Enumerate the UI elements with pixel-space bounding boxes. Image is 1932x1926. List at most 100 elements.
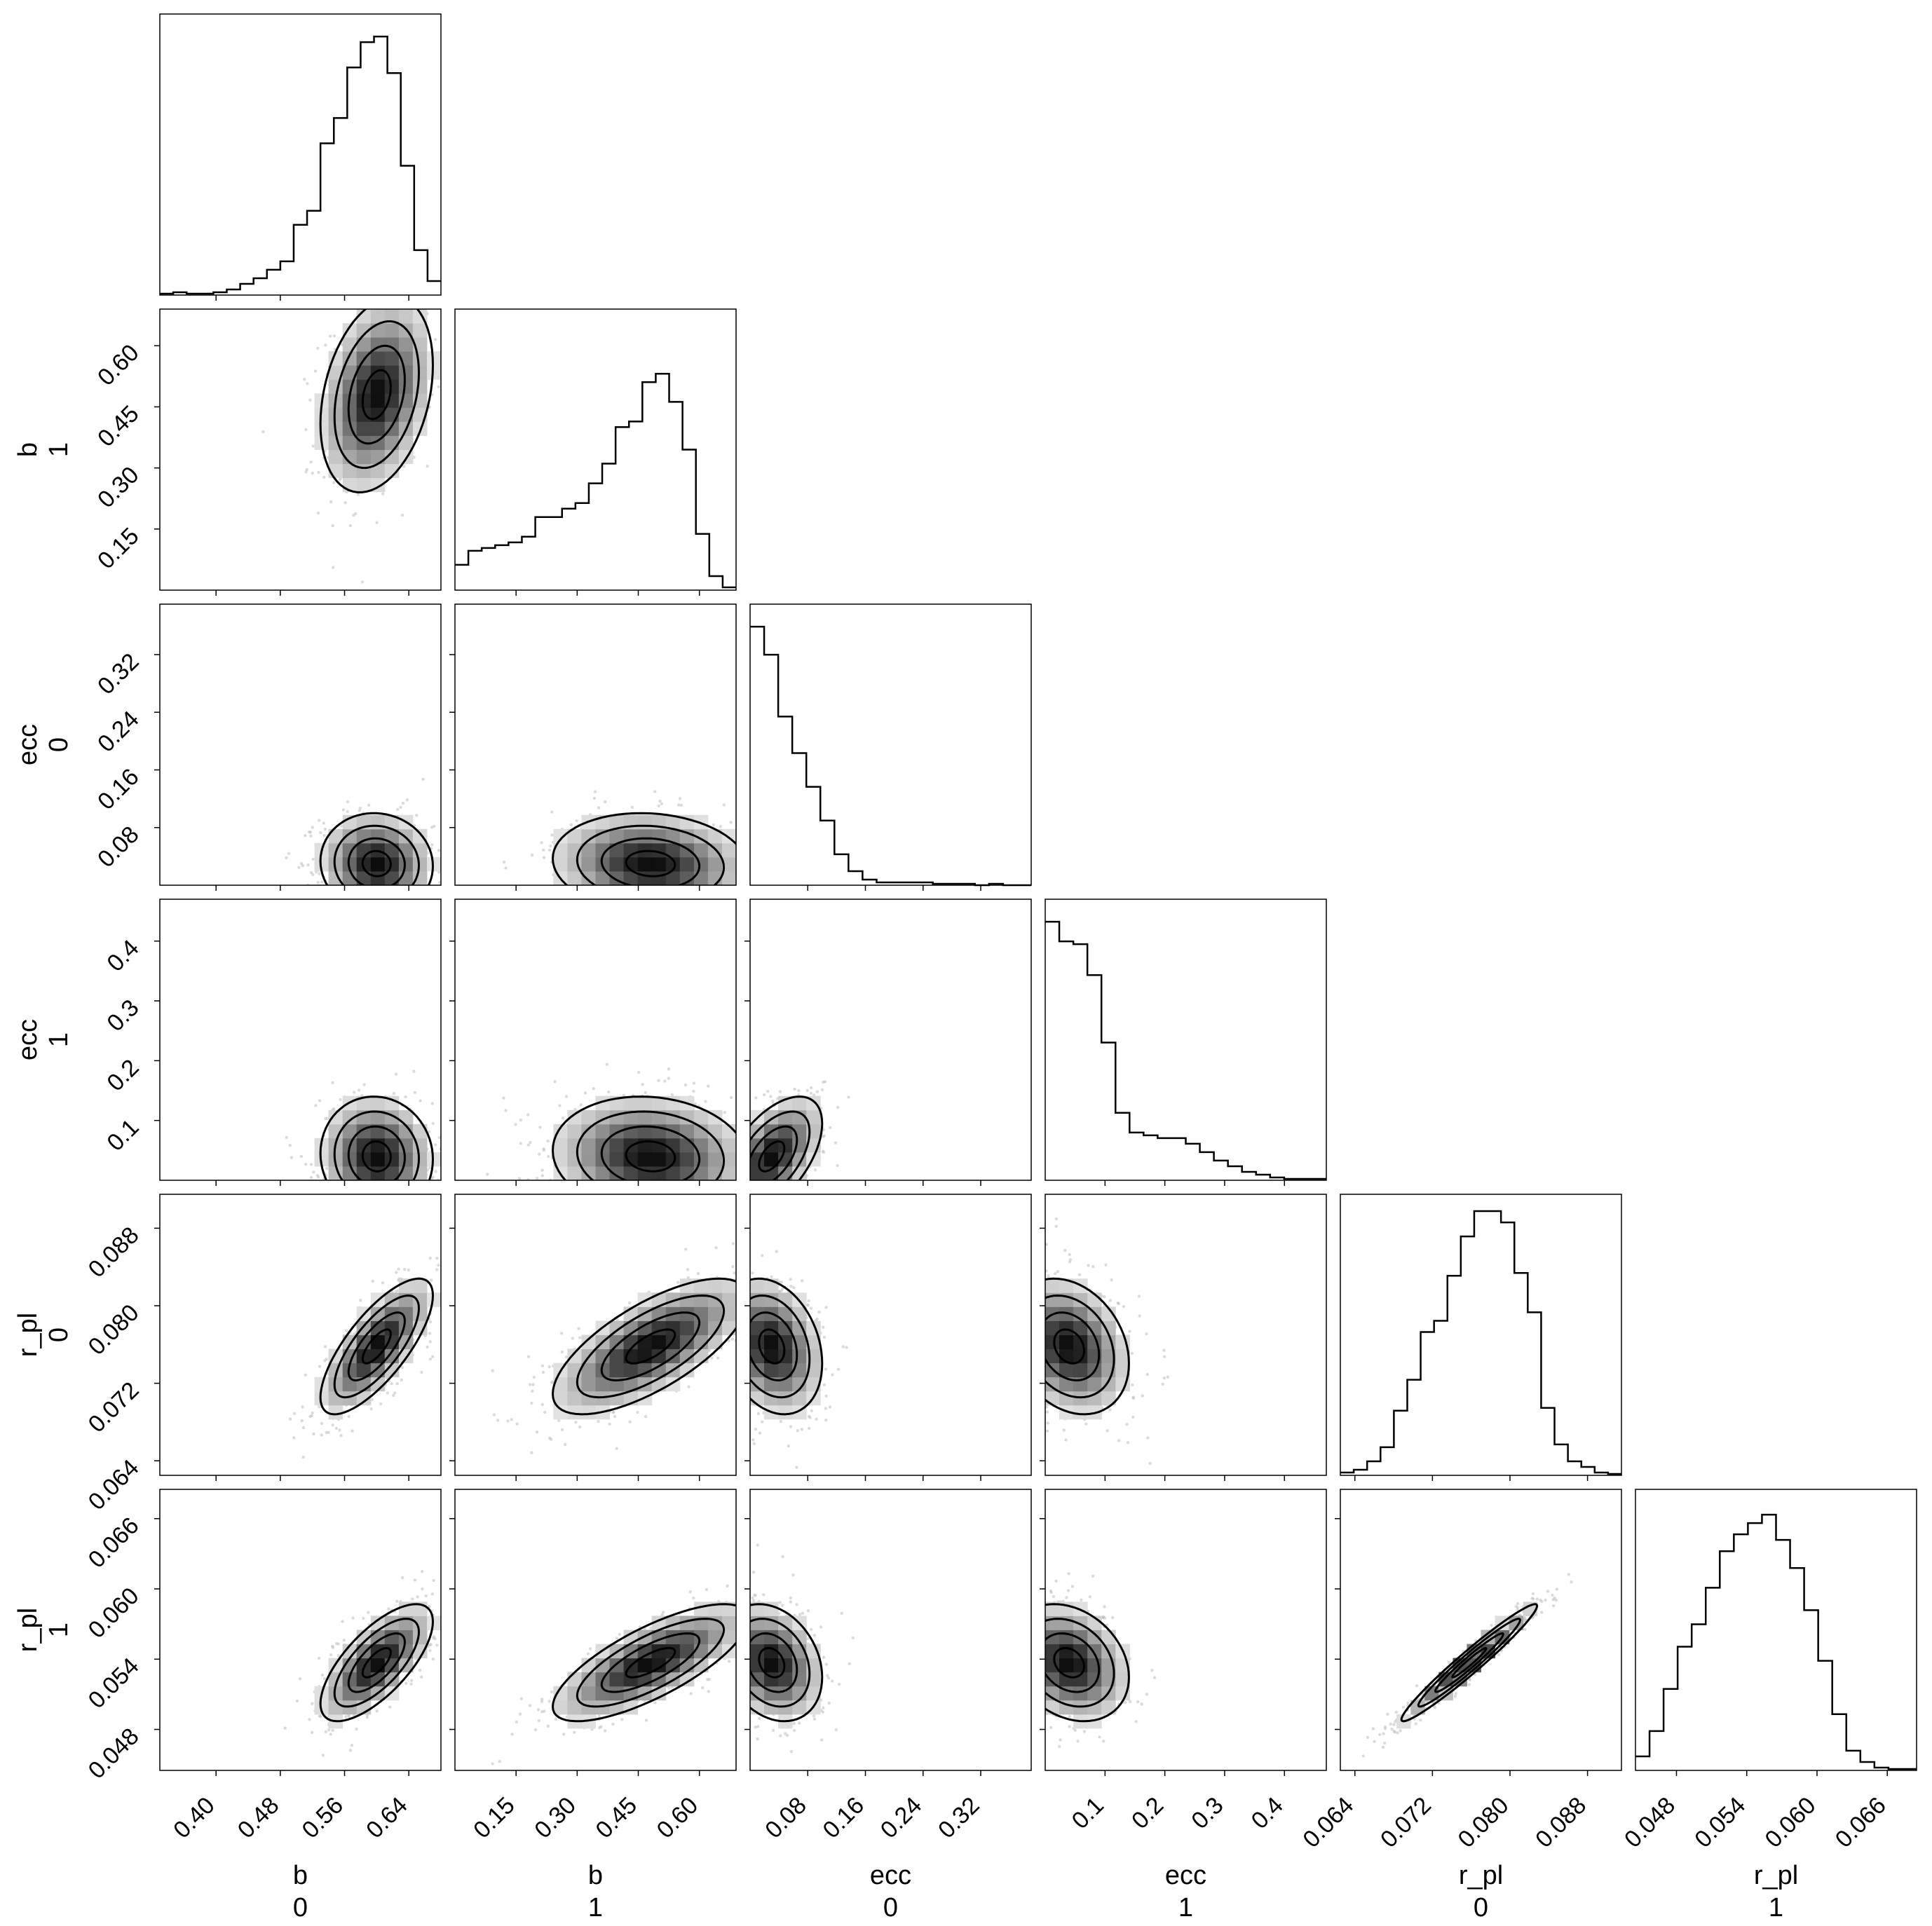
density-bin xyxy=(356,1362,372,1378)
sample-point xyxy=(311,826,314,829)
sample-point xyxy=(285,1135,288,1140)
sample-point xyxy=(549,844,552,848)
density-bin xyxy=(567,871,582,885)
contour-line xyxy=(576,824,726,885)
sample-point xyxy=(540,841,543,845)
sample-point xyxy=(261,430,265,434)
sample-point xyxy=(299,1154,303,1159)
density-bin xyxy=(370,449,386,465)
density-bin xyxy=(384,828,400,844)
density-bin xyxy=(679,856,695,872)
sample-point xyxy=(604,800,607,804)
density-bin xyxy=(637,1095,653,1111)
sample-point xyxy=(771,1099,775,1103)
density-bin xyxy=(553,842,568,858)
density-bin xyxy=(356,1095,372,1111)
density-bin xyxy=(609,856,625,872)
sample-point xyxy=(657,804,660,808)
density-bin xyxy=(609,1138,625,1153)
density-bin xyxy=(665,1166,681,1180)
density-bin xyxy=(370,1138,386,1153)
sample-point xyxy=(358,809,362,812)
sample-point xyxy=(667,1077,670,1080)
density-bin xyxy=(637,1138,653,1153)
density-bin xyxy=(567,828,582,844)
sample-point xyxy=(569,823,573,826)
density-bin xyxy=(693,1166,709,1180)
sample-point xyxy=(597,806,601,810)
density-bin xyxy=(398,1124,414,1139)
sample-point xyxy=(605,1063,608,1066)
contour-line xyxy=(750,1125,798,1180)
density-bin xyxy=(581,856,597,872)
sample-point xyxy=(394,1290,397,1293)
contours xyxy=(319,812,435,885)
density-bin xyxy=(342,828,358,844)
contour-line xyxy=(758,1140,786,1173)
sample-point xyxy=(778,1090,782,1093)
density-bin xyxy=(722,1152,736,1167)
sample-point xyxy=(667,1067,671,1071)
sample-point xyxy=(319,831,322,835)
sample-point xyxy=(435,1268,439,1271)
sample-point xyxy=(301,1426,306,1430)
density-bin xyxy=(384,1320,400,1336)
density-bin xyxy=(412,1278,428,1293)
density-layer xyxy=(285,777,441,885)
sample-point xyxy=(575,819,578,823)
density-bin xyxy=(398,337,414,352)
panel-frame xyxy=(159,603,442,886)
density-bin xyxy=(412,379,428,394)
sample-point xyxy=(285,856,288,860)
density-bin xyxy=(693,1109,709,1125)
sample-point xyxy=(358,806,362,810)
density-layer xyxy=(491,1242,736,1454)
sample-point xyxy=(536,1177,539,1180)
sample-point xyxy=(325,1167,329,1170)
density-bin xyxy=(384,435,400,451)
density-bin xyxy=(370,421,386,436)
density-bin xyxy=(609,1152,625,1167)
sample-point xyxy=(303,378,306,381)
density-bin xyxy=(581,871,597,885)
density-bin xyxy=(427,856,441,872)
density-bin xyxy=(595,842,611,858)
sample-point xyxy=(312,1170,315,1174)
sample-point xyxy=(766,1090,770,1093)
sample-point xyxy=(308,1414,312,1419)
sample-point xyxy=(309,460,313,464)
density-bin xyxy=(412,1292,428,1307)
density-bin xyxy=(722,871,736,885)
panel-frame xyxy=(749,899,1032,1181)
sample-point xyxy=(314,1104,318,1107)
sample-point xyxy=(318,1365,322,1369)
sample-point xyxy=(317,470,320,474)
density-layer xyxy=(285,1070,441,1180)
sample-point xyxy=(322,834,326,838)
contour-line xyxy=(600,837,701,885)
contours xyxy=(551,812,736,885)
density-bin xyxy=(370,1152,386,1167)
density-bin xyxy=(637,828,653,844)
sample-point xyxy=(320,1421,324,1426)
density-bin xyxy=(328,449,343,465)
density-bin xyxy=(342,463,358,479)
sample-point xyxy=(297,866,301,869)
sample-point xyxy=(300,1419,304,1423)
sample-point xyxy=(797,1089,801,1093)
density-bin xyxy=(679,1124,695,1139)
density-bin xyxy=(637,1124,653,1139)
sample-point xyxy=(357,1088,361,1092)
sample-point xyxy=(504,866,508,870)
sample-point xyxy=(413,1091,417,1095)
density-layer xyxy=(485,1063,736,1180)
sample-point xyxy=(644,1091,647,1095)
sample-point xyxy=(304,428,308,432)
density-bin xyxy=(384,449,400,465)
density-bin xyxy=(328,365,343,380)
sample-point xyxy=(331,1423,334,1427)
density-bin xyxy=(342,856,358,872)
contour-line xyxy=(347,1311,406,1382)
sample-point xyxy=(692,1089,695,1093)
sample-point xyxy=(309,1163,313,1166)
